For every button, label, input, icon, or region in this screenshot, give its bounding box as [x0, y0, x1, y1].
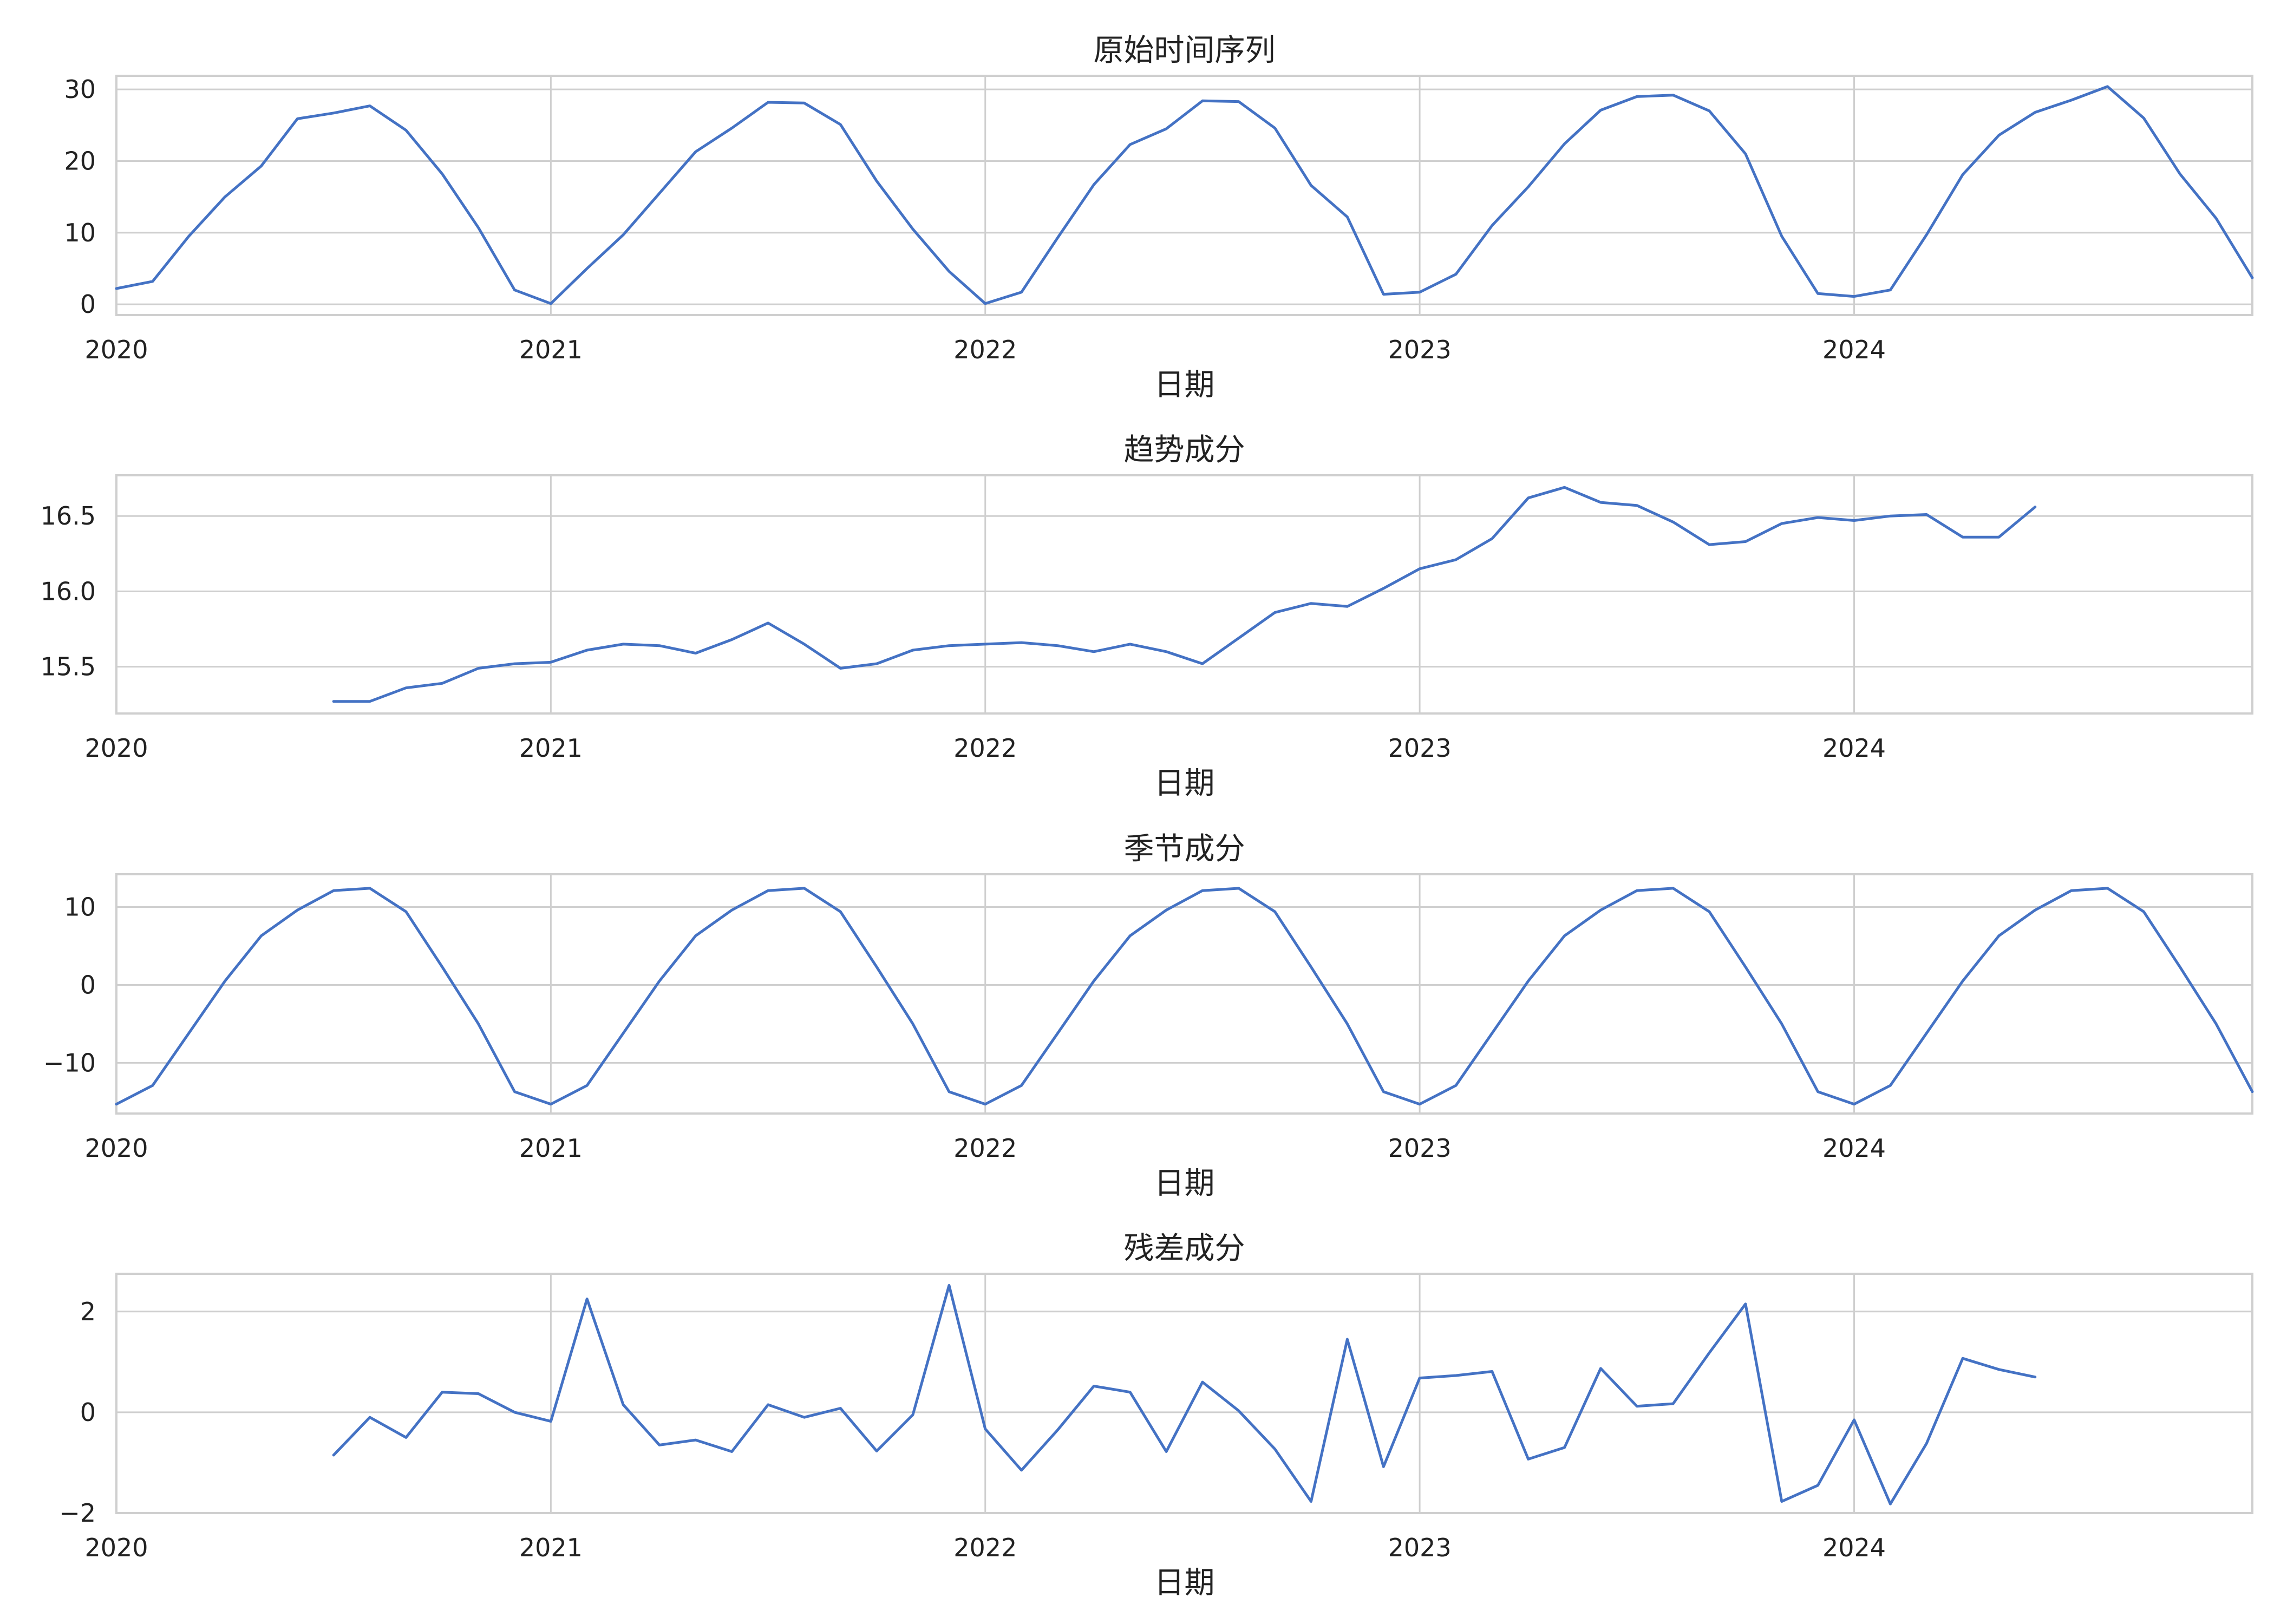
- x-tick-label: 2023: [1388, 1533, 1452, 1562]
- x-tick-label: 2021: [519, 335, 583, 364]
- x-tick-label: 2020: [84, 335, 148, 364]
- y-tick-label: 10: [64, 218, 96, 247]
- series-line: [332, 486, 2037, 703]
- y-tick-label: 15.5: [41, 652, 96, 682]
- x-tick-label: 2024: [1822, 1134, 1886, 1163]
- y-tick-label: −2: [59, 1498, 96, 1528]
- y-tick-label: 0: [80, 290, 96, 319]
- x-tick-label: 2020: [84, 1134, 148, 1163]
- x-axis-label: 日期: [1154, 368, 1215, 403]
- x-axis-label: 日期: [1154, 1566, 1215, 1601]
- x-tick-label: 2020: [84, 734, 148, 763]
- x-tick-label: 2024: [1822, 734, 1886, 763]
- y-tick-label: 20: [64, 146, 96, 175]
- axes-frame: [115, 474, 2253, 715]
- panel-title: 原始时间序列: [1094, 33, 1276, 68]
- x-tick-label: 2023: [1388, 335, 1452, 364]
- y-tick-label: 30: [64, 75, 96, 104]
- x-tick-label: 2021: [519, 734, 583, 763]
- x-tick-label: 2021: [519, 1134, 583, 1163]
- y-tick-label: −10: [43, 1048, 96, 1077]
- x-tick-label: 2024: [1822, 335, 1886, 364]
- y-tick-label: 10: [64, 892, 96, 921]
- x-tick-label: 2023: [1388, 734, 1452, 763]
- series-line: [115, 85, 2254, 305]
- x-tick-label: 2021: [519, 1533, 583, 1562]
- y-tick-label: 0: [80, 970, 96, 999]
- x-tick-label: 2024: [1822, 1533, 1886, 1562]
- x-axis-label: 日期: [1154, 766, 1215, 801]
- x-tick-label: 2022: [953, 734, 1017, 763]
- x-tick-label: 2022: [953, 335, 1017, 364]
- y-tick-label: 16.5: [41, 501, 96, 531]
- series-line: [115, 887, 2254, 1106]
- panel-title: 残差成分: [1124, 1231, 1245, 1266]
- x-axis-label: 日期: [1154, 1166, 1215, 1201]
- axes-frame: [115, 873, 2253, 1115]
- x-tick-label: 2023: [1388, 1134, 1452, 1163]
- x-tick-label: 2022: [953, 1533, 1017, 1562]
- panel-title: 季节成分: [1124, 831, 1245, 867]
- axes-frame: [115, 1273, 2253, 1514]
- x-tick-label: 2022: [953, 1134, 1017, 1163]
- series-line: [332, 1284, 2037, 1505]
- panel-title: 趋势成分: [1124, 433, 1245, 468]
- x-tick-label: 2020: [84, 1533, 148, 1562]
- axes-frame: [115, 75, 2253, 316]
- y-tick-label: 16.0: [41, 577, 96, 606]
- y-tick-label: 0: [80, 1398, 96, 1427]
- y-tick-label: 2: [80, 1297, 96, 1326]
